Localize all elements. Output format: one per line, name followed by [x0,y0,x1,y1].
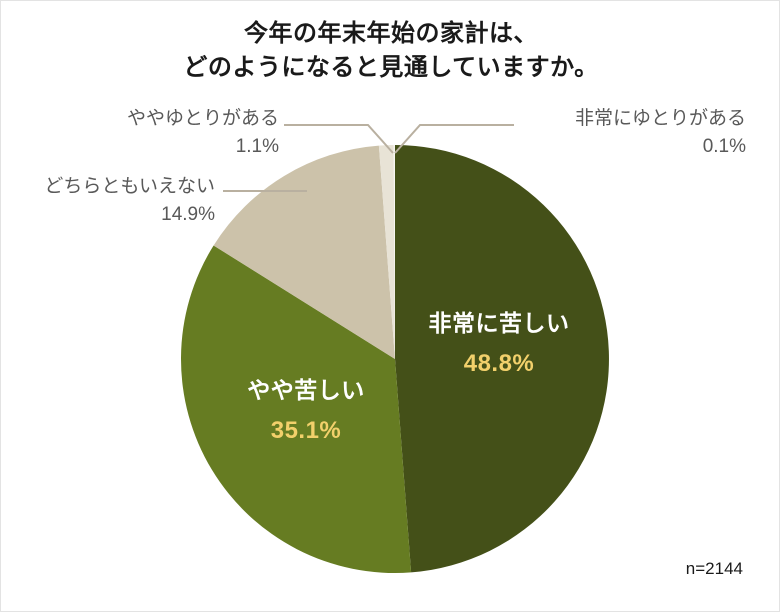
slice-value-somewhat-hard: 35.1% [270,417,342,444]
slice-label-somewhat-hard: やや苦しい 35.1% [211,371,401,445]
pie-slice[interactable] [181,245,412,573]
callout-name-somewhat-comfortable: ややゆとりがある [126,108,279,129]
title-line-1: 今年の年末年始の家計は、 [244,20,538,47]
slice-value-very-hard: 48.8% [463,350,535,377]
callout-value-somewhat-comfortable: 1.1% [235,135,279,157]
callout-name-very-comfortable: 非常にゆとりがある [574,108,746,129]
callout-value-very-comfortable: 0.1% [702,135,746,157]
leader-line-very-comfortable [394,124,514,154]
pie-slice[interactable] [378,145,395,359]
pie-slice-group [181,144,609,573]
pie-slice[interactable] [213,145,395,359]
slice-label-very-hard: 非常に苦しい 48.8% [399,304,599,378]
callout-label-very-comfortable: 非常にゆとりがある 0.1% [531,105,746,160]
sample-size-note: n=2144 [685,559,743,578]
callout-label-somewhat-comfortable: ややゆとりがある 1.1% [89,105,279,160]
slice-name-somewhat-hard: やや苦しい [247,377,365,403]
title-line-2: どのようになると見通していますか。 [183,54,599,82]
pie-slice[interactable] [395,145,609,573]
callout-value-neither: 14.9% [161,203,215,225]
page-title: 今年の年末年始の家計は、 どのようになると見通していますか。 [1,17,779,85]
callout-label-neither: どちらともいえない 14.9% [25,173,215,228]
callout-name-neither: どちらともいえない [44,176,215,197]
slice-name-very-hard: 非常に苦しい [428,310,570,336]
pie-slice[interactable] [393,144,395,359]
leader-line-somewhat-comfortable [284,124,394,154]
leader-line-group [223,124,514,192]
